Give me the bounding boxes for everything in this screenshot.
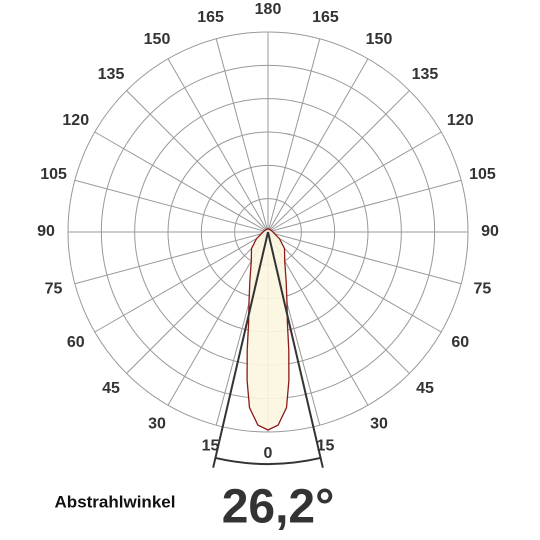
beam-line <box>267 231 324 468</box>
grid-spoke <box>267 231 410 374</box>
angle-label: 135 <box>412 66 439 83</box>
grid-spoke <box>267 58 369 233</box>
beam-line <box>212 231 269 468</box>
angle-label: 150 <box>366 31 393 48</box>
angle-label: 75 <box>474 281 492 298</box>
intensity-curve <box>246 227 290 431</box>
beam-arc <box>215 456 321 465</box>
grid-spoke <box>267 231 442 333</box>
grid-spoke <box>267 231 462 285</box>
grid-spoke <box>267 90 410 233</box>
grid-spoke <box>94 131 269 233</box>
angle-label: 165 <box>197 9 224 26</box>
angle-label: 30 <box>370 415 388 432</box>
grid-spoke <box>267 38 321 233</box>
angle-label: 75 <box>45 281 63 298</box>
angle-label: 120 <box>62 112 89 129</box>
grid-spoke <box>167 58 269 233</box>
grid-spoke <box>215 38 269 233</box>
grid-spoke <box>267 131 442 233</box>
angle-label: 45 <box>102 380 120 397</box>
angle-label: 60 <box>67 334 85 351</box>
angle-label: 15 <box>202 438 220 455</box>
angle-label: 45 <box>416 380 434 397</box>
beam-angle-caption: Abstrahlwinkel <box>55 492 176 511</box>
grid-spoke <box>267 179 462 233</box>
grid-spoke <box>94 231 269 333</box>
angle-label: 0 <box>264 445 273 462</box>
angle-label: 180 <box>255 1 282 18</box>
grid-spoke <box>74 231 269 285</box>
angle-label: 150 <box>144 31 171 48</box>
angle-label: 105 <box>40 166 67 183</box>
angle-label: 90 <box>37 223 55 240</box>
angle-label: 15 <box>317 438 335 455</box>
angle-label: 120 <box>447 112 474 129</box>
angle-label: 135 <box>98 66 125 83</box>
grid-spoke <box>74 179 269 233</box>
angle-label: 90 <box>481 223 499 240</box>
angle-label: 105 <box>469 166 496 183</box>
angle-label: 165 <box>312 9 339 26</box>
grid-spoke <box>126 90 269 233</box>
grid-spoke <box>126 231 269 374</box>
beam-angle-value: 26,2° <box>222 481 335 534</box>
angle-label: 60 <box>451 334 469 351</box>
angle-label: 30 <box>148 415 166 432</box>
